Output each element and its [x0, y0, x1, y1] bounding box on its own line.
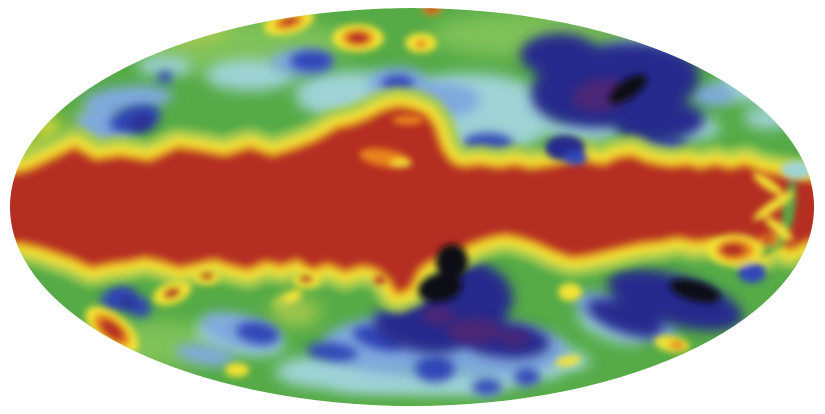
layer-galactic-band [10, 87, 814, 313]
cmb-blob-royal [236, 321, 280, 345]
cmb-blob-royal [306, 342, 358, 362]
galactic-band-red [10, 108, 814, 292]
layer-hotspots-and-cores [85, 8, 813, 377]
cmb-blob-lightBlue [691, 84, 735, 106]
cmb-blob-navy [615, 101, 705, 143]
cmb-blob-cyan [137, 56, 193, 76]
cmb-blob-red [348, 32, 368, 44]
cmb-blob-orange [669, 340, 685, 350]
cmb-blob-yellow [282, 289, 302, 303]
cmb-blob-red [721, 243, 745, 257]
cmb-blob-yellow [558, 283, 582, 301]
cmb-blob-purple [422, 305, 454, 325]
cmb-blob-royal [290, 50, 334, 72]
cmb-blob-cyan [781, 161, 813, 179]
cmb-blob-green [756, 234, 788, 258]
cmb-blob-black [669, 279, 721, 303]
cmb-blob-lightBlue [175, 343, 235, 367]
cmb-blob-green [490, 374, 630, 406]
cmb-blob-purple [447, 318, 503, 344]
map-clip-group [10, 8, 814, 406]
cmb-blob-royal [514, 368, 540, 386]
cmb-blob-yellow [555, 355, 581, 367]
cmb-blob-yellow [764, 216, 794, 242]
cmb-blob-red [100, 319, 124, 341]
cmb-blob-red [763, 237, 773, 243]
cmb-blob-navy [129, 114, 155, 132]
cmb-blob-royal [157, 71, 173, 83]
cmb-blob-navy [607, 269, 743, 331]
cmb-blob-yellow [753, 191, 793, 221]
cmb-blob-orange [415, 40, 427, 48]
cmb-blob-navy [587, 298, 663, 338]
cmb-blob-red [163, 287, 181, 299]
cmb-blob-red [299, 275, 313, 283]
cmb-blob-yellow [225, 363, 249, 377]
cmb-blob-royal [563, 151, 587, 165]
cmb-blob-purple [501, 330, 529, 346]
cmb-blob-red [281, 16, 297, 26]
cmb-blob-yellowGreen [150, 18, 230, 42]
cmb-blob-navy [118, 297, 138, 309]
cmb-blob-red [426, 8, 438, 11]
cmb-blob-royal [472, 379, 502, 395]
cmb-blob-green [190, 396, 610, 406]
cmb-blob-cyan [744, 107, 792, 129]
cmb-blob-yellow [390, 159, 412, 167]
cmb-blob-royal [738, 263, 766, 283]
cmb-blob-red [374, 276, 386, 284]
cmb-blob-black [436, 244, 468, 280]
cmb-blob-black [418, 273, 462, 303]
cmb-blob-lightBlue [739, 36, 787, 58]
cmb-blob-yellow [752, 172, 784, 196]
cmb-blob-royal [415, 356, 455, 382]
cmb-blob-red [200, 272, 214, 280]
cmb-blob-navy [520, 33, 600, 77]
cmb-blob-orange [392, 115, 424, 125]
cmb-blob-black [609, 74, 647, 104]
